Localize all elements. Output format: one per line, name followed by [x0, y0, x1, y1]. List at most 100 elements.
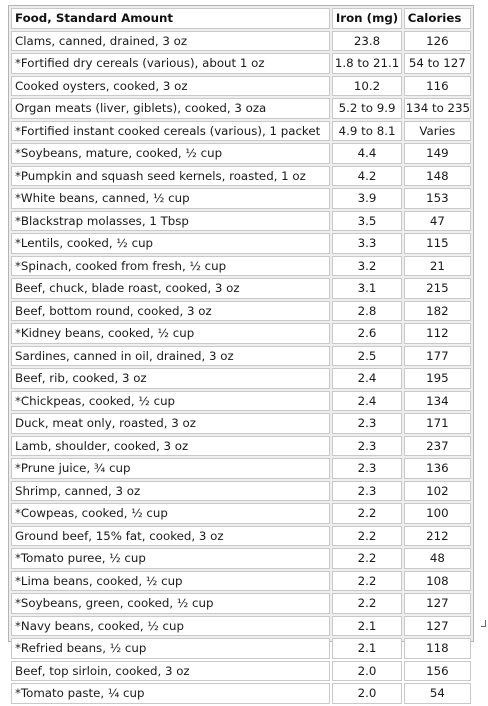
cell-food: *Kidney beans, cooked, ½ cup: [11, 323, 331, 344]
cell-iron: 1.8 to 21.1: [332, 53, 402, 74]
table-row: *Blackstrap molasses, 1 Tbsp 3.5 47: [11, 210, 471, 231]
cell-calories: 127: [403, 593, 471, 614]
table-body: Clams, canned, drained, 3 oz 23.8 126 *Fort…: [11, 30, 471, 704]
cell-iron: 2.3: [332, 458, 402, 479]
cell-food: Beef, chuck, blade roast, cooked, 3 oz: [11, 278, 331, 299]
cell-calories: 136: [403, 458, 471, 479]
cell-calories: 54 to 127: [403, 53, 471, 74]
cell-food: *Soybeans, mature, cooked, ½ cup: [11, 143, 331, 164]
cell-food: Clams, canned, drained, 3 oz: [11, 30, 331, 51]
cell-calories: 149: [403, 143, 471, 164]
table-row: Duck, meat only, roasted, 3 oz 2.3 171: [11, 413, 471, 434]
cell-food: *Fortified dry cereals (various), about …: [11, 53, 331, 74]
table-row: *Tomato paste, ¼ cup 2.0 54: [11, 683, 471, 704]
cell-calories: 54: [403, 683, 471, 704]
table-row: *Spinach, cooked from fresh, ½ cup 3.2 21: [11, 255, 471, 276]
cell-calories: 134 to 235: [403, 98, 471, 119]
table-row: *Soybeans, mature, cooked, ½ cup 4.4 149: [11, 143, 471, 164]
table-row: *Prune juice, ¾ cup 2.3 136: [11, 458, 471, 479]
table-row: *Fortified dry cereals (various), about …: [11, 53, 471, 74]
cell-iron: 3.9: [332, 188, 402, 209]
cell-calories: 48: [403, 548, 471, 569]
table-row: *Lentils, cooked, ½ cup 3.3 115: [11, 233, 471, 254]
cell-food: Organ meats (liver, giblets), cooked, 3 …: [11, 98, 331, 119]
table-row: Clams, canned, drained, 3 oz 23.8 126: [11, 30, 471, 51]
cell-calories: 126: [403, 30, 471, 51]
table-row: Lamb, shoulder, cooked, 3 oz 2.3 237: [11, 435, 471, 456]
table-row: Shrimp, canned, 3 oz 2.3 102: [11, 480, 471, 501]
table-row: *Navy beans, cooked, ½ cup 2.1 127: [11, 615, 471, 636]
cell-iron: 5.2 to 9.9: [332, 98, 402, 119]
cell-food: *White beans, canned, ½ cup: [11, 188, 331, 209]
cell-calories: 116: [403, 75, 471, 96]
table-row: Ground beef, 15% fat, cooked, 3 oz 2.2 212: [11, 525, 471, 546]
table-row: *Soybeans, green, cooked, ½ cup 2.2 127: [11, 593, 471, 614]
table-row: Beef, chuck, blade roast, cooked, 3 oz 3.…: [11, 278, 471, 299]
cell-food: Ground beef, 15% fat, cooked, 3 oz: [11, 525, 331, 546]
cell-calories: 108: [403, 570, 471, 591]
cell-calories: 171: [403, 413, 471, 434]
cell-iron: 2.8: [332, 300, 402, 321]
cell-food: *Refried beans, ½ cup: [11, 638, 331, 659]
table-row: *Cowpeas, cooked, ½ cup 2.2 100: [11, 503, 471, 524]
cell-calories: 112: [403, 323, 471, 344]
cell-food: Duck, meat only, roasted, 3 oz: [11, 413, 331, 434]
table-row: *Lima beans, cooked, ½ cup 2.2 108: [11, 570, 471, 591]
table-header-row: Food, Standard Amount Iron (mg) Calories: [11, 8, 471, 29]
cell-iron: 4.4: [332, 143, 402, 164]
cell-food: Beef, bottom round, cooked, 3 oz: [11, 300, 331, 321]
cell-calories: 153: [403, 188, 471, 209]
cell-food: *Chickpeas, cooked, ½ cup: [11, 390, 331, 411]
cell-calories: 47: [403, 210, 471, 231]
cell-food: *Prune juice, ¾ cup: [11, 458, 331, 479]
cell-iron: 2.2: [332, 525, 402, 546]
cell-calories: 127: [403, 615, 471, 636]
header-iron: Iron (mg): [332, 8, 402, 29]
table-row: Sardines, canned in oil, drained, 3 oz 2.…: [11, 345, 471, 366]
cell-iron: 3.1: [332, 278, 402, 299]
cell-iron: 3.2: [332, 255, 402, 276]
cell-food: *Lentils, cooked, ½ cup: [11, 233, 331, 254]
table-row: *Tomato puree, ½ cup 2.2 48: [11, 548, 471, 569]
cell-iron: 2.1: [332, 638, 402, 659]
cell-iron: 4.2: [332, 165, 402, 186]
cell-food: *Pumpkin and squash seed kernels, roaste…: [11, 165, 331, 186]
cell-food: Cooked oysters, cooked, 3 oz: [11, 75, 331, 96]
table-row: Organ meats (liver, giblets), cooked, 3 …: [11, 98, 471, 119]
cell-calories: 102: [403, 480, 471, 501]
cell-calories: 118: [403, 638, 471, 659]
cell-calories: 148: [403, 165, 471, 186]
scroll-corner-mark: [481, 620, 486, 627]
cell-iron: 2.2: [332, 593, 402, 614]
cell-calories: 237: [403, 435, 471, 456]
table-row: *Refried beans, ½ cup 2.1 118: [11, 638, 471, 659]
cell-calories: 195: [403, 368, 471, 389]
cell-food: Lamb, shoulder, cooked, 3 oz: [11, 435, 331, 456]
table-row: *Kidney beans, cooked, ½ cup 2.6 112: [11, 323, 471, 344]
cell-iron: 23.8: [332, 30, 402, 51]
cell-food: *Navy beans, cooked, ½ cup: [11, 615, 331, 636]
cell-iron: 2.5: [332, 345, 402, 366]
cell-calories: 134: [403, 390, 471, 411]
table-row: *Fortified instant cooked cereals (vario…: [11, 120, 471, 141]
cell-food: Beef, rib, cooked, 3 oz: [11, 368, 331, 389]
cell-iron: 10.2: [332, 75, 402, 96]
cell-calories: 115: [403, 233, 471, 254]
header-food: Food, Standard Amount: [11, 8, 331, 29]
table-row: Cooked oysters, cooked, 3 oz 10.2 116: [11, 75, 471, 96]
cell-food: *Cowpeas, cooked, ½ cup: [11, 503, 331, 524]
cell-calories: 100: [403, 503, 471, 524]
table-row: Beef, bottom round, cooked, 3 oz 2.8 182: [11, 300, 471, 321]
cell-iron: 2.2: [332, 503, 402, 524]
cell-calories: 182: [403, 300, 471, 321]
cell-food: *Blackstrap molasses, 1 Tbsp: [11, 210, 331, 231]
cell-iron: 2.3: [332, 413, 402, 434]
cell-iron: 2.2: [332, 570, 402, 591]
cell-food: Shrimp, canned, 3 oz: [11, 480, 331, 501]
cell-food: Beef, top sirloin, cooked, 3 oz: [11, 660, 331, 681]
cell-iron: 3.3: [332, 233, 402, 254]
header-calories: Calories: [403, 8, 471, 29]
cell-iron: 2.2: [332, 548, 402, 569]
cell-iron: 2.4: [332, 368, 402, 389]
cell-iron: 2.0: [332, 660, 402, 681]
